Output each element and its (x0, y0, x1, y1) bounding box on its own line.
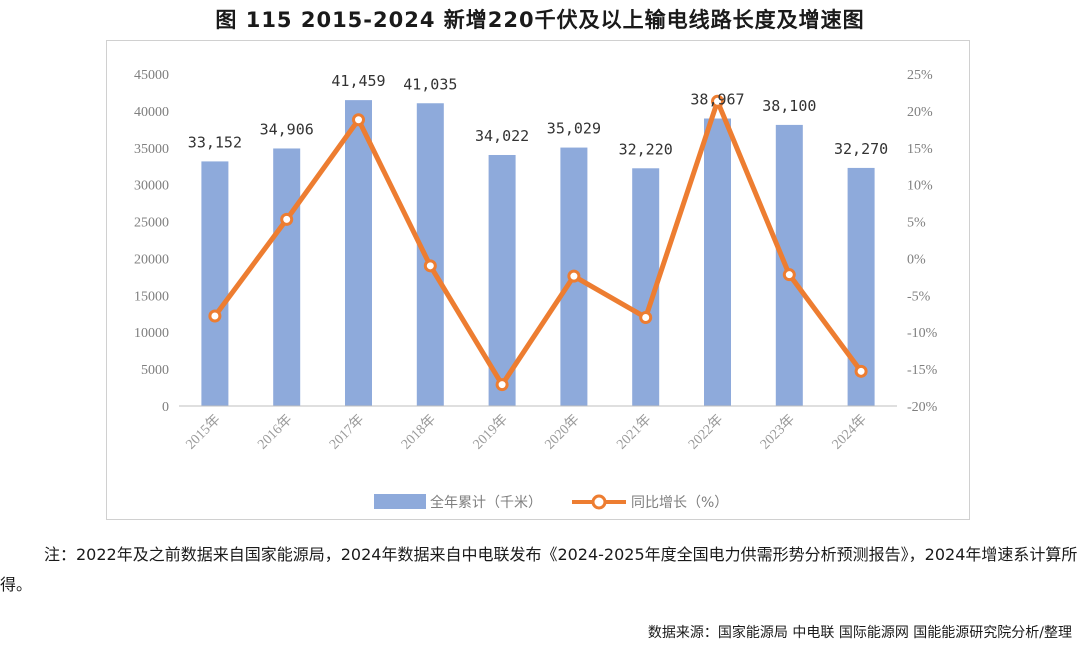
bar-0 (201, 161, 229, 406)
growth-point-7 (711, 94, 724, 108)
y-right-tick-label: -15% (907, 363, 938, 378)
growth-point-1 (280, 212, 294, 226)
y-left-tick-label: 0 (162, 400, 169, 415)
right-axis-ticks: -20% -15% -10% -5% 0% 5% 10% 15% 20% 25% (907, 68, 938, 415)
bar-value-label-7: 38,967 (690, 91, 744, 109)
x-tick-label: 2018年 (398, 412, 439, 453)
legend-line-marker (591, 494, 607, 510)
growth-point-9 (854, 364, 868, 378)
y-left-tick-label: 5000 (141, 363, 169, 378)
bar-value-label-4: 34,022 (475, 127, 529, 145)
growth-point-5 (567, 269, 581, 283)
y-right-tick-label: 25% (907, 68, 933, 83)
legend-bar-swatch (374, 494, 426, 509)
bar-8 (775, 124, 803, 406)
bar-value-label-0: 33,152 (188, 133, 242, 151)
y-left-tick-label: 15000 (134, 289, 169, 304)
bar-series (201, 100, 875, 407)
x-tick-label: 2021年 (614, 412, 655, 453)
y-left-tick-label: 25000 (134, 216, 169, 231)
figure-title: 图 115 2015-2024 新增220千伏及以上输电线路长度及增速图 (215, 8, 865, 32)
x-tick-label: 2019年 (470, 412, 511, 453)
x-tick-label: 2017年 (326, 412, 367, 453)
bar-value-label-5: 35,029 (547, 120, 601, 138)
y-right-tick-label: 15% (907, 142, 933, 157)
bar-value-label-1: 34,906 (260, 120, 314, 138)
x-tick-label: 2020年 (542, 412, 583, 453)
growth-point-2 (352, 113, 365, 127)
y-left-tick-label: 45000 (134, 68, 169, 83)
y-right-tick-label: -10% (907, 326, 938, 341)
y-right-tick-label: 5% (907, 216, 926, 231)
line-series (208, 94, 868, 392)
y-left-tick-label: 10000 (134, 326, 169, 341)
y-left-tick-label: 30000 (134, 179, 169, 194)
bar-value-label-2: 41,459 (331, 72, 385, 90)
x-axis-ticks: 2015年 2016年 2017年 2018年 2019年 2020年 2021年 2022年… (183, 412, 870, 453)
legend-line-label: 同比增长（%） (631, 495, 728, 511)
bar-7 (704, 118, 731, 406)
data-source: 数据来源：国家能源局 中电联 国际能源网 国能能源研究院分析/整理 (647, 625, 1072, 641)
legend-bar-label: 全年累计（千米） (430, 494, 542, 511)
bar-value-label-9: 32,270 (834, 140, 888, 158)
y-left-tick-label: 35000 (134, 142, 169, 157)
growth-line (212, 98, 864, 388)
bar-value-label-3: 41,035 (403, 75, 457, 93)
combo-chart: 0 5000 10000 15000 20000 25000 30000 35000 40000… (134, 68, 938, 511)
bar-2 (345, 100, 372, 407)
growth-point-0 (208, 309, 222, 323)
bar-value-label-8: 38,100 (762, 97, 816, 115)
y-right-tick-label: 0% (907, 252, 926, 267)
y-right-tick-label: 10% (907, 179, 933, 194)
chart-frame: 0 5000 10000 15000 20000 25000 30000 35000 40000… (106, 40, 970, 520)
bar-3 (416, 103, 444, 407)
x-tick-label: 2022年 (685, 412, 726, 453)
chart-note: 注：2022年及之前数据来自国家能源局，2024年数据来自中电联发布《2024-… (0, 545, 1078, 594)
bar-data-labels: 33,152 34,906 41,459 41,035 34,022 35,029 32,2… (188, 72, 888, 158)
x-tick-label: 2024年 (829, 412, 870, 453)
bar-1 (273, 148, 301, 406)
growth-point-3 (423, 259, 437, 273)
x-tick-label: 2023年 (757, 412, 798, 453)
legend: 全年累计（千米） 同比增长（%） (374, 494, 728, 511)
y-left-tick-label: 40000 (134, 105, 169, 120)
bar-4 (488, 154, 516, 406)
growth-point-4 (495, 378, 509, 392)
growth-point-6 (639, 310, 653, 324)
bar-value-label-6: 32,220 (619, 140, 673, 158)
left-axis-ticks: 0 5000 10000 15000 20000 25000 30000 35000 40000… (134, 68, 169, 415)
y-right-tick-label: -20% (907, 400, 938, 415)
x-tick-label: 2016年 (255, 412, 296, 453)
y-right-tick-label: -5% (907, 289, 931, 304)
y-right-tick-label: 20% (907, 105, 933, 120)
x-tick-label: 2015年 (183, 412, 224, 453)
y-left-tick-label: 20000 (134, 252, 169, 267)
growth-point-8 (782, 268, 796, 282)
